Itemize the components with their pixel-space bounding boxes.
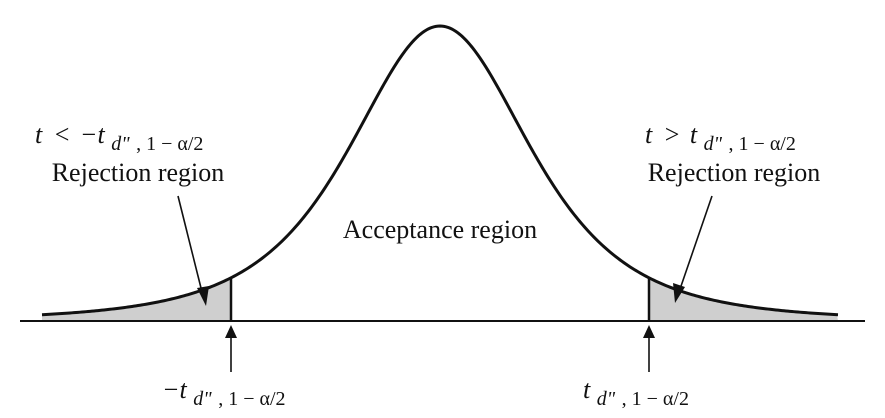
t-density-curve (41, 24, 839, 317)
right-rejection-label: Rejection region (648, 158, 821, 187)
left-condition-formula: t < −t d" , 1 − α/2 (35, 120, 203, 156)
right-rejection-shading (649, 277, 838, 321)
left-critical-value-label: −t d" , 1 − α/2 (162, 375, 286, 411)
left-critical-arrow (225, 325, 237, 372)
acceptance-region-label: Acceptance region (343, 215, 537, 244)
left-rejection-label: Rejection region (52, 158, 225, 187)
right-region-arrow (673, 195, 713, 303)
right-condition-formula: t > t d" , 1 − α/2 (645, 120, 796, 156)
right-critical-value-label: t d" , 1 − α/2 (583, 375, 689, 411)
left-rejection-shading (42, 277, 231, 321)
left-region-arrow (177, 195, 209, 306)
right-critical-arrow (643, 325, 655, 372)
